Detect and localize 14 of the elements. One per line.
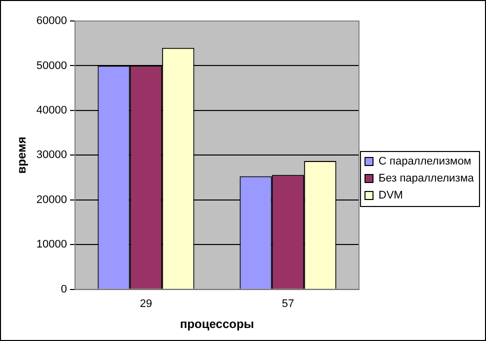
- y-tick-label: 60000: [36, 15, 67, 28]
- legend-label: С параллелизмом: [378, 156, 472, 168]
- y-axis-title: время: [14, 136, 29, 174]
- y-tick-label: 10000: [36, 238, 67, 251]
- x-axis-title: процессоры: [180, 317, 254, 332]
- y-tick-label: 0: [60, 283, 67, 296]
- y-tick-label: 20000: [36, 194, 67, 206]
- y-tick-label: 50000: [36, 60, 67, 72]
- legend-label: DVM: [378, 190, 403, 202]
- y-tick-label: 30000: [36, 149, 67, 162]
- x-tick-label: 29: [140, 298, 152, 310]
- legend-label: Без параллелизма: [378, 172, 475, 185]
- y-tick-label: 40000: [36, 104, 67, 116]
- x-tick-label: 57: [282, 298, 294, 310]
